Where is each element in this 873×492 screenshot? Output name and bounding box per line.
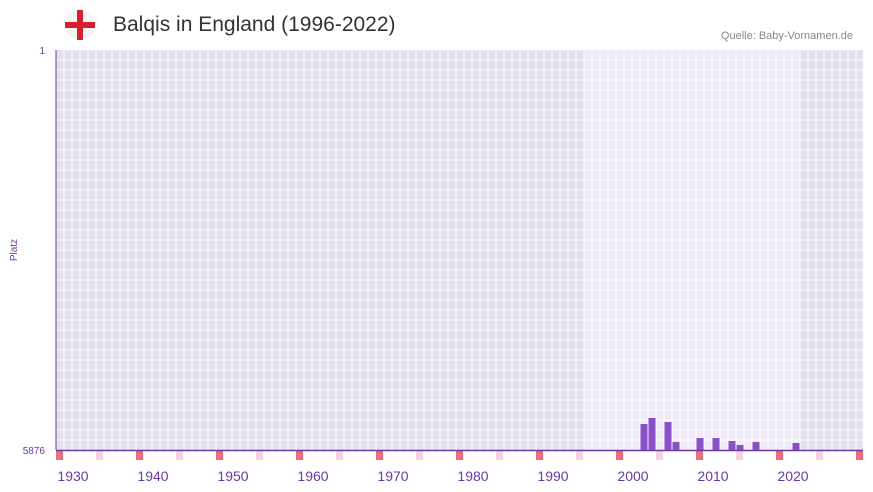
- bar: [672, 441, 680, 450]
- bar: [792, 442, 800, 450]
- england-flag-icon: [65, 10, 95, 40]
- decade-marker: [136, 451, 143, 460]
- x-tick-label: 2010: [697, 468, 728, 484]
- decade-marker: [696, 451, 703, 460]
- decade-marker: [336, 451, 343, 460]
- x-tick-label: 1930: [57, 468, 88, 484]
- decade-marker: [176, 451, 183, 460]
- bar: [736, 445, 744, 450]
- decade-marker: [256, 451, 263, 460]
- x-tick-label: 1970: [377, 468, 408, 484]
- decade-marker: [816, 451, 823, 460]
- x-tick-label: 1980: [457, 468, 488, 484]
- bar: [712, 438, 720, 450]
- decade-marker: [656, 451, 663, 460]
- decade-marker: [376, 451, 383, 460]
- decade-marker: [56, 451, 63, 460]
- x-tick-label: 2020: [777, 468, 808, 484]
- decade-marker: [576, 451, 583, 460]
- source-link[interactable]: Quelle: Baby-Vornamen.de: [720, 30, 853, 42]
- decade-marker: [96, 451, 103, 460]
- y-tick-label: 5876: [23, 446, 46, 457]
- bar: [696, 438, 704, 450]
- decade-marker: [496, 451, 503, 460]
- bar: [648, 418, 656, 450]
- decade-marker: [536, 451, 543, 460]
- x-tick-label: 1990: [537, 468, 568, 484]
- decade-marker: [456, 451, 463, 460]
- bar: [640, 423, 648, 450]
- decade-marker: [736, 451, 743, 460]
- bar: [664, 422, 672, 450]
- decade-marker: [776, 451, 783, 460]
- decade-marker: [416, 451, 423, 460]
- x-tick-label: 2000: [617, 468, 648, 484]
- decade-marker: [296, 451, 303, 460]
- bar: [752, 441, 760, 450]
- x-tick-label: 1950: [217, 468, 248, 484]
- decade-marker: [856, 451, 863, 460]
- x-tick-label: 1940: [137, 468, 168, 484]
- x-tick-label: 1960: [297, 468, 328, 484]
- y-tick-label: 1: [39, 46, 45, 57]
- y-axis-label: Platz: [9, 239, 20, 261]
- bar: [728, 441, 736, 450]
- decade-marker: [216, 451, 223, 460]
- chart-title: Balqis in England (1996-2022): [113, 13, 396, 36]
- decade-marker: [616, 451, 623, 460]
